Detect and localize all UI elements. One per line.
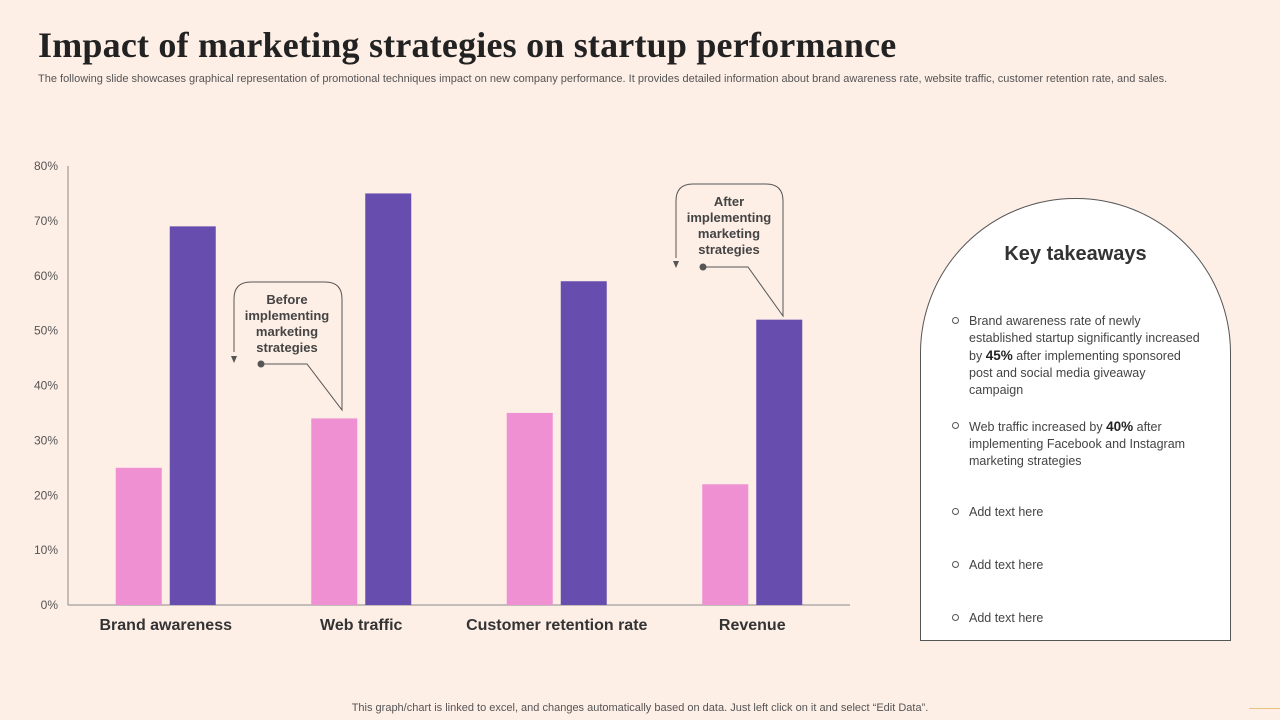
callout-before-arrow bbox=[231, 356, 237, 363]
y-tick-label: 40% bbox=[34, 379, 58, 393]
callout-before-line-1: Before bbox=[266, 292, 307, 307]
callout-after-line-3: marketing bbox=[698, 226, 760, 241]
y-tick-label: 30% bbox=[34, 433, 58, 447]
bars-group bbox=[115, 193, 803, 606]
y-tick-label: 50% bbox=[34, 324, 58, 338]
circle-bullet-icon bbox=[952, 317, 959, 324]
callout-after-arrow bbox=[673, 261, 679, 268]
bar-after-revenue[interactable] bbox=[756, 319, 803, 605]
callout-before-line-3: marketing bbox=[256, 324, 318, 339]
y-tick-label: 10% bbox=[34, 543, 58, 557]
category-labels: Brand awareness Web traffic Customer reten… bbox=[99, 617, 785, 634]
key-takeaways-panel: Key takeaways Brand awareness rate of ne… bbox=[920, 198, 1231, 641]
takeaway-text-1: Brand awareness rate of newly establishe… bbox=[969, 314, 1200, 397]
y-tick-label: 20% bbox=[34, 488, 58, 502]
y-tick-label: 0% bbox=[41, 598, 59, 612]
y-tick-label: 70% bbox=[34, 214, 58, 228]
takeaway-text-4: Add text here bbox=[969, 558, 1044, 572]
bar-chart[interactable]: 0% 10% 20% 30% 40% 50% 60% 70% 80% Brand awarene… bbox=[0, 0, 900, 700]
footer-note: This graph/chart is linked to excel, and… bbox=[351, 702, 929, 714]
circle-bullet-icon bbox=[952, 561, 959, 568]
callout-before-dot bbox=[257, 360, 265, 368]
circle-bullet-icon bbox=[952, 614, 959, 621]
x-category-label: Revenue bbox=[719, 617, 786, 634]
y-tick-label: 60% bbox=[34, 269, 58, 283]
circle-bullet-icon bbox=[952, 508, 959, 515]
takeaway-item-2[interactable]: Web traffic increased by 40% after imple… bbox=[951, 418, 1201, 470]
bar-before-brand-awareness[interactable] bbox=[115, 467, 162, 605]
x-category-label: Web traffic bbox=[320, 617, 402, 634]
takeaway-text-5: Add text here bbox=[969, 611, 1044, 625]
bar-before-customer-retention-rate[interactable] bbox=[506, 412, 553, 605]
page-subtitle: The following slide showcases graphical … bbox=[38, 73, 1168, 85]
bar-after-web-traffic[interactable] bbox=[365, 193, 412, 605]
takeaway-text-3: Add text here bbox=[969, 505, 1044, 519]
takeaway-item-4[interactable]: Add text here bbox=[951, 557, 1201, 574]
callout-before-line-4: strategies bbox=[256, 340, 317, 355]
bar-after-brand-awareness[interactable] bbox=[169, 226, 216, 606]
page-title: Impact of marketing strategies on startu… bbox=[38, 25, 897, 65]
callout-after-line-4: strategies bbox=[698, 242, 759, 257]
callout-before: Before implementing marketing strategies bbox=[231, 281, 343, 412]
takeaway-text-2: Web traffic increased by 40% after imple… bbox=[969, 419, 1186, 468]
key-takeaways-title: Key takeaways bbox=[1004, 243, 1147, 265]
callout-before-line-2: implementing bbox=[245, 308, 330, 323]
bar-after-customer-retention-rate[interactable] bbox=[560, 281, 607, 605]
circle-bullet-icon bbox=[952, 422, 959, 429]
x-category-label: Brand awareness bbox=[99, 617, 232, 634]
takeaway-item-1[interactable]: Brand awareness rate of newly establishe… bbox=[951, 313, 1201, 399]
corner-decoration bbox=[1249, 708, 1280, 709]
bar-before-revenue[interactable] bbox=[702, 484, 749, 605]
y-tick-label: 80% bbox=[34, 159, 58, 173]
takeaway-item-3[interactable]: Add text here bbox=[951, 504, 1201, 521]
callout-after-line-1: After bbox=[714, 194, 744, 209]
callout-after: After implementing marketing strategies bbox=[673, 183, 784, 318]
bar-before-web-traffic[interactable] bbox=[311, 418, 358, 605]
callout-after-dot bbox=[699, 263, 707, 271]
callout-after-line-2: implementing bbox=[687, 210, 772, 225]
x-category-label: Customer retention rate bbox=[466, 617, 647, 634]
takeaway-item-5[interactable]: Add text here bbox=[951, 610, 1201, 627]
y-axis-ticks: 0% 10% 20% 30% 40% 50% 60% 70% 80% bbox=[34, 159, 58, 612]
